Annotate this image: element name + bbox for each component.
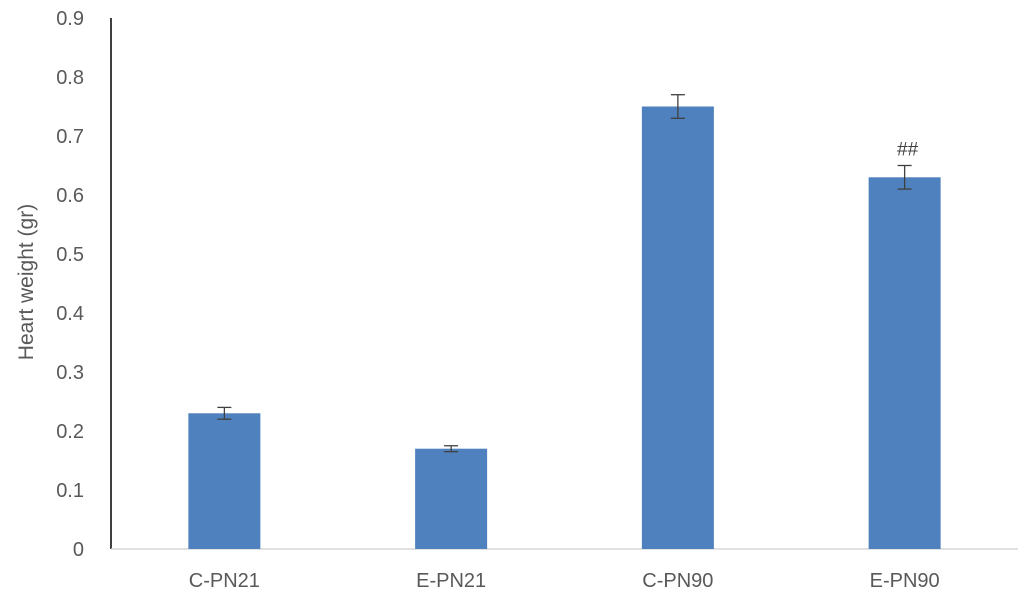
- category-label: C-PN21: [189, 570, 260, 592]
- category-label: E-PN21: [416, 570, 486, 592]
- y-tick-label: 0.2: [56, 421, 84, 443]
- bar-e-pn90: [868, 177, 941, 550]
- y-tick-label: 0.6: [56, 185, 84, 207]
- category-label: E-PN90: [870, 570, 940, 592]
- bar-e-pn21: [415, 448, 488, 549]
- significance-annotation: ##: [897, 140, 919, 161]
- y-tick-label: 0.3: [56, 362, 84, 384]
- y-tick-label: 0.9: [56, 8, 84, 30]
- category-label: C-PN90: [642, 570, 713, 592]
- category-labels: C-PN21 E-PN21 C-PN90 E-PN90: [189, 570, 940, 592]
- annotations: ##: [897, 140, 919, 161]
- y-tick-label: 0.8: [56, 67, 84, 89]
- y-tick-label: 0.7: [56, 126, 84, 148]
- y-tick-label: 0: [73, 539, 84, 561]
- error-bars: [217, 94, 912, 453]
- y-axis-title: Heart weight (gr): [15, 204, 38, 360]
- y-tick-labels: 0 0.1 0.2 0.3 0.4 0.5 0.6 0.7 0.8 0.9: [56, 8, 84, 561]
- y-tick-label: 0.5: [56, 244, 84, 266]
- bars: [188, 106, 941, 550]
- bar-c-pn21: [188, 413, 261, 549]
- bar-c-pn90: [641, 106, 714, 549]
- y-tick-label: 0.4: [56, 303, 84, 325]
- y-axis-title-group: Heart weight (gr): [15, 204, 38, 360]
- y-tick-label: 0.1: [56, 480, 84, 502]
